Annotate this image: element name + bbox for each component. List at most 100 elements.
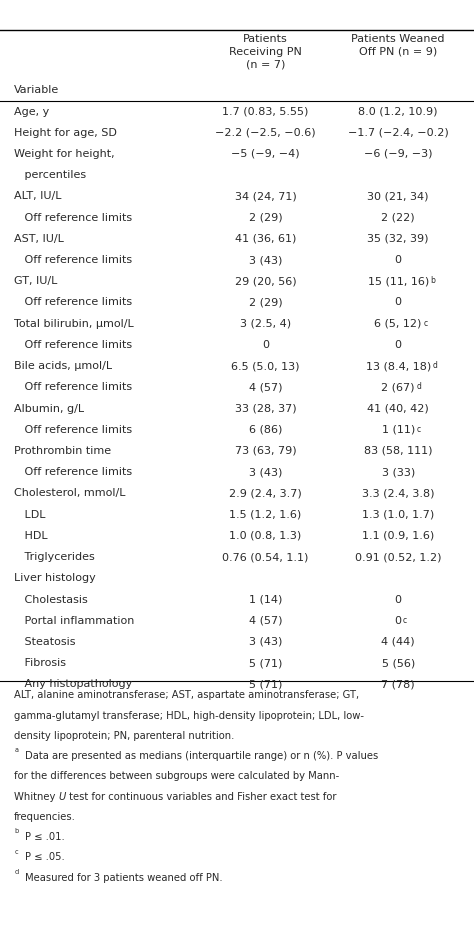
Text: 6 (86): 6 (86) [249,424,282,435]
Text: 1.7 (0.83, 5.55): 1.7 (0.83, 5.55) [222,107,309,117]
Text: 5 (71): 5 (71) [249,679,282,689]
Text: 1.1 (0.9, 1.6): 1.1 (0.9, 1.6) [362,531,434,541]
Text: Bile acids, μmol/L: Bile acids, μmol/L [14,361,112,372]
Text: 4 (57): 4 (57) [249,382,282,392]
Text: Height for age, SD: Height for age, SD [14,127,117,138]
Text: 5 (56): 5 (56) [382,658,415,669]
Text: 2.9 (2.4, 3.7): 2.9 (2.4, 3.7) [229,488,302,499]
Text: Fibrosis: Fibrosis [14,658,66,669]
Text: c: c [416,424,420,434]
Text: ALT, IU/L: ALT, IU/L [14,191,62,202]
Text: Off reference limits: Off reference limits [14,212,132,223]
Text: Measured for 3 patients weaned off PN.: Measured for 3 patients weaned off PN. [25,873,222,883]
Text: Total bilirubin, μmol/L: Total bilirubin, μmol/L [14,319,134,329]
Text: −2.2 (−2.5, −0.6): −2.2 (−2.5, −0.6) [215,127,316,138]
Text: 5 (71): 5 (71) [249,658,282,669]
Text: percentiles: percentiles [14,170,86,180]
Text: 0: 0 [395,594,401,604]
Text: 2 (29): 2 (29) [249,297,282,307]
Text: Data are presented as medians (interquartile range) or n (%). ​P values: Data are presented as medians (interquar… [25,751,378,761]
Text: Off reference limits: Off reference limits [14,382,132,392]
Text: AST, IU/L: AST, IU/L [14,234,64,244]
Text: Variable: Variable [14,85,59,95]
Text: 15 (11, 16): 15 (11, 16) [367,276,429,287]
Text: test for continuous variables and Fisher exact test for: test for continuous variables and Fisher… [66,791,337,802]
Text: 4 (57): 4 (57) [249,616,282,626]
Text: 1.3 (1.0, 1.7): 1.3 (1.0, 1.7) [362,509,434,520]
Text: Off reference limits: Off reference limits [14,467,132,477]
Text: Age, y: Age, y [14,107,49,117]
Text: frequencies.: frequencies. [14,812,76,822]
Text: 0: 0 [395,339,401,350]
Text: Weight for height,: Weight for height, [14,149,115,159]
Text: Portal inflammation: Portal inflammation [14,616,135,626]
Text: 2 (29): 2 (29) [249,212,282,223]
Text: 83 (58, 111): 83 (58, 111) [364,446,432,456]
Text: c: c [423,319,428,327]
Text: Patients Weaned
Off PN (n = 9): Patients Weaned Off PN (n = 9) [351,34,445,57]
Text: 6.5 (5.0, 13): 6.5 (5.0, 13) [231,361,300,372]
Text: 30 (21, 34): 30 (21, 34) [367,191,429,202]
Text: Prothrombin time: Prothrombin time [14,446,111,456]
Text: 13 (8.4, 18): 13 (8.4, 18) [365,361,431,372]
Text: Any histopathology: Any histopathology [14,679,132,689]
Text: Off reference limits: Off reference limits [14,339,132,350]
Text: 34 (24, 71): 34 (24, 71) [235,191,296,202]
Text: 3 (43): 3 (43) [249,637,282,647]
Text: 0: 0 [395,616,401,626]
Text: 0: 0 [395,255,401,265]
Text: d: d [14,869,18,875]
Text: 3 (43): 3 (43) [249,255,282,265]
Text: Steatosis: Steatosis [14,637,76,647]
Text: Off reference limits: Off reference limits [14,297,132,307]
Text: P ≤ .05.: P ≤ .05. [25,852,64,863]
Text: a: a [14,747,18,753]
Text: density lipoprotein; PN, parenteral nutrition.: density lipoprotein; PN, parenteral nutr… [14,731,235,741]
Text: 8.0 (1.2, 10.9): 8.0 (1.2, 10.9) [358,107,438,117]
Text: c: c [403,616,407,624]
Text: 4 (44): 4 (44) [382,637,415,647]
Text: ALT, alanine aminotransferase; AST, aspartate aminotransferase; GT,: ALT, alanine aminotransferase; AST, aspa… [14,690,359,701]
Text: P ≤ .01.: P ≤ .01. [25,832,64,842]
Text: GT, IU/L: GT, IU/L [14,276,58,287]
Text: 41 (36, 61): 41 (36, 61) [235,234,296,244]
Text: Patients
Receiving PN
(n = 7): Patients Receiving PN (n = 7) [229,34,302,70]
Text: b: b [14,828,18,835]
Text: c: c [14,849,18,854]
Text: 29 (20, 56): 29 (20, 56) [235,276,296,287]
Text: d: d [432,361,437,370]
Text: U: U [59,791,66,802]
Text: −5 (−9, −4): −5 (−9, −4) [231,149,300,159]
Text: 41 (40, 42): 41 (40, 42) [367,404,429,414]
Text: 0.76 (0.54, 1.1): 0.76 (0.54, 1.1) [222,552,309,562]
Text: 3 (33): 3 (33) [382,467,415,477]
Text: −1.7 (−2.4, −0.2): −1.7 (−2.4, −0.2) [348,127,448,138]
Text: 0: 0 [262,339,269,350]
Text: Off reference limits: Off reference limits [14,255,132,265]
Text: 1 (11): 1 (11) [382,424,415,435]
Text: d: d [416,382,421,391]
Text: 3 (43): 3 (43) [249,467,282,477]
Text: LDL: LDL [14,509,46,520]
Text: 33 (28, 37): 33 (28, 37) [235,404,296,414]
Text: 1.0 (0.8, 1.3): 1.0 (0.8, 1.3) [229,531,301,541]
Text: Albumin, g/L: Albumin, g/L [14,404,84,414]
Text: 1 (14): 1 (14) [249,594,282,604]
Text: 0.91 (0.52, 1.2): 0.91 (0.52, 1.2) [355,552,441,562]
Text: 7 (78): 7 (78) [382,679,415,689]
Text: Triglycerides: Triglycerides [14,552,95,562]
Text: Whitney: Whitney [14,791,59,802]
Text: 2 (22): 2 (22) [382,212,415,223]
Text: Cholesterol, mmol/L: Cholesterol, mmol/L [14,488,126,499]
Text: 0: 0 [395,297,401,307]
Text: gamma-glutamyl transferase; HDL, high-density lipoprotein; LDL, low-: gamma-glutamyl transferase; HDL, high-de… [14,711,364,720]
Text: b: b [430,276,435,285]
Text: 73 (63, 79): 73 (63, 79) [235,446,296,456]
Text: 3 (2.5, 4): 3 (2.5, 4) [240,319,291,329]
Text: HDL: HDL [14,531,48,541]
Text: −6 (−9, −3): −6 (−9, −3) [364,149,432,159]
Text: 3.3 (2.4, 3.8): 3.3 (2.4, 3.8) [362,488,434,499]
Text: 2 (67): 2 (67) [382,382,415,392]
Text: for the differences between subgroups were calculated by Mann-: for the differences between subgroups we… [14,771,339,782]
Text: Liver histology: Liver histology [14,573,96,584]
